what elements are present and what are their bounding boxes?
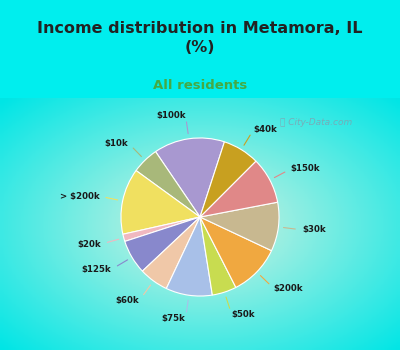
Text: $30k: $30k	[302, 225, 326, 234]
Wedge shape	[166, 217, 212, 296]
Text: $150k: $150k	[291, 164, 320, 173]
Text: > $200k: > $200k	[60, 192, 99, 201]
Text: All residents: All residents	[153, 79, 247, 92]
Wedge shape	[200, 161, 278, 217]
Wedge shape	[200, 217, 236, 295]
Wedge shape	[200, 217, 272, 287]
Text: $20k: $20k	[77, 240, 101, 248]
Wedge shape	[125, 217, 200, 271]
Text: $10k: $10k	[105, 139, 128, 148]
Text: $50k: $50k	[232, 310, 255, 319]
Text: $100k: $100k	[156, 111, 186, 120]
Wedge shape	[142, 217, 200, 288]
Wedge shape	[200, 202, 279, 251]
Text: $75k: $75k	[162, 314, 186, 323]
Text: ⓘ City-Data.com: ⓘ City-Data.com	[280, 118, 352, 127]
Text: $40k: $40k	[254, 125, 278, 134]
Text: $200k: $200k	[274, 284, 304, 293]
Text: $125k: $125k	[82, 265, 112, 274]
Wedge shape	[200, 142, 256, 217]
Wedge shape	[123, 217, 200, 241]
Wedge shape	[136, 152, 200, 217]
Text: Income distribution in Metamora, IL
(%): Income distribution in Metamora, IL (%)	[37, 21, 363, 55]
Wedge shape	[121, 170, 200, 234]
Wedge shape	[156, 138, 224, 217]
Text: $60k: $60k	[116, 296, 140, 304]
